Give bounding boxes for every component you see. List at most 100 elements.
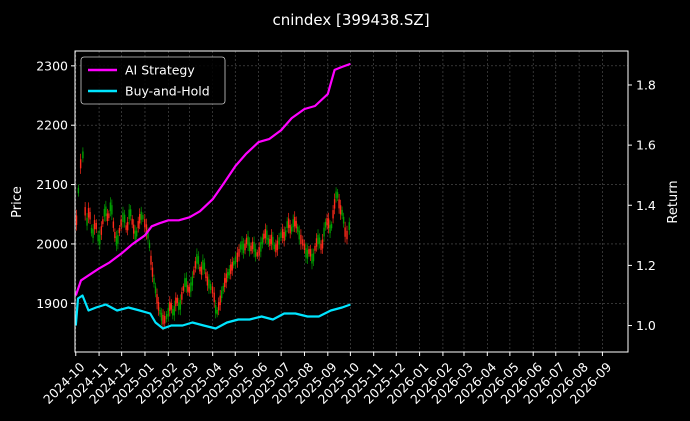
price-candle-body	[283, 231, 285, 242]
price-candle-body	[173, 306, 176, 316]
price-candle-body	[264, 229, 267, 239]
price-candle-body	[270, 234, 273, 245]
price-candle-body	[292, 219, 294, 228]
price-candle-body	[140, 211, 142, 220]
price-candle-body	[150, 255, 152, 265]
price-candle-body	[247, 236, 249, 246]
price-candle-body	[147, 231, 149, 239]
price-candle-body	[333, 199, 336, 209]
price-candle-body	[286, 221, 288, 229]
price-candle-body	[211, 286, 214, 294]
price-candle-body	[89, 212, 91, 220]
price-candle-body	[164, 315, 166, 324]
chart-title: cnindex [399438.SZ]	[272, 11, 429, 29]
price-candle-body	[179, 300, 182, 310]
price-candle-body	[335, 191, 337, 199]
price-candle-body	[258, 247, 260, 256]
price-candle-body	[222, 285, 224, 292]
price-candle-body	[269, 239, 271, 246]
price-candle-body	[272, 236, 274, 246]
price-candle-body	[231, 261, 233, 271]
price-candle-body	[263, 233, 265, 240]
price-candle-body	[154, 286, 157, 294]
price-candle-body	[118, 228, 121, 234]
price-candle-body	[137, 221, 139, 229]
right-y-tick-label: 1.4	[636, 198, 656, 213]
price-candle-body	[194, 261, 197, 269]
price-candle-body	[242, 243, 245, 254]
price-candle-body	[251, 241, 254, 250]
price-candle-body	[148, 242, 151, 249]
price-candle-body	[256, 252, 258, 257]
price-candle-body	[326, 218, 328, 226]
price-candle-body	[159, 309, 161, 315]
legend-label-buy-and-hold: Buy-and-Hold	[125, 84, 210, 99]
price-candle-body	[303, 243, 306, 251]
price-candle-body	[216, 309, 218, 315]
price-candle-body	[346, 230, 348, 240]
price-candle-body	[185, 277, 188, 288]
price-candle-body	[97, 234, 99, 242]
right-axis-title: Return	[666, 180, 681, 223]
price-candle-body	[93, 220, 96, 230]
price-candle-body	[290, 226, 293, 232]
price-candle-body	[206, 276, 209, 286]
price-candle-body	[172, 308, 174, 316]
price-candle-body	[305, 248, 307, 258]
price-candle-body	[311, 254, 313, 264]
price-candle-body	[338, 199, 340, 209]
legend-box	[80, 56, 226, 105]
left-y-tick-label: 2100	[36, 177, 68, 192]
left-y-tick-label: 2200	[36, 118, 68, 133]
left-y-axis: 1900 2000 2100 2200 2300	[36, 58, 75, 311]
price-candle-body	[267, 238, 270, 244]
price-candle-body	[157, 302, 160, 311]
price-candle-body	[295, 220, 297, 229]
price-candle-body	[275, 244, 277, 253]
price-candle-body	[260, 242, 262, 252]
price-candle-body	[318, 237, 321, 245]
price-candle-body	[112, 221, 115, 228]
price-candle-body	[314, 246, 316, 251]
price-candle-body	[134, 230, 136, 240]
price-candle-body	[128, 209, 130, 219]
price-candle-body	[233, 260, 235, 266]
price-candle-body	[289, 224, 291, 234]
price-candle-body	[182, 286, 185, 291]
price-candle-body	[312, 253, 315, 262]
price-candle-body	[281, 229, 284, 238]
price-candle-body	[100, 226, 103, 235]
price-candle-body	[139, 214, 141, 224]
price-candle-body	[187, 285, 189, 292]
price-candle-body	[342, 216, 345, 224]
price-candle-body	[75, 215, 78, 225]
price-candle-body	[156, 294, 158, 304]
series-line-ai-strategy	[74, 62, 351, 296]
price-candle-body	[348, 222, 350, 231]
price-candle-body	[306, 249, 309, 259]
price-candle-body	[90, 227, 93, 234]
price-candle-body	[297, 226, 299, 232]
price-candle-body	[190, 282, 192, 292]
price-candle-body	[188, 287, 191, 293]
price-candle-body	[84, 207, 86, 216]
price-candle-body	[302, 239, 304, 246]
left-y-tick-label: 2300	[36, 58, 68, 73]
price-candle-body	[323, 227, 325, 237]
price-candle-body	[103, 208, 106, 217]
return-series	[74, 62, 351, 330]
price-candle-body	[181, 292, 183, 300]
price-candle-body	[298, 230, 300, 240]
price-candle-body	[87, 208, 90, 218]
price-candle-body	[227, 272, 229, 279]
price-candle-body	[241, 241, 243, 250]
price-candle-body	[339, 205, 342, 215]
price-candle-body	[254, 248, 257, 257]
price-candle-body	[202, 260, 204, 270]
price-candle-body	[114, 232, 116, 239]
price-candle-body	[321, 239, 324, 249]
price-candle-body	[117, 235, 119, 244]
price-candle-body	[248, 242, 251, 252]
price-candle-body	[86, 217, 88, 226]
